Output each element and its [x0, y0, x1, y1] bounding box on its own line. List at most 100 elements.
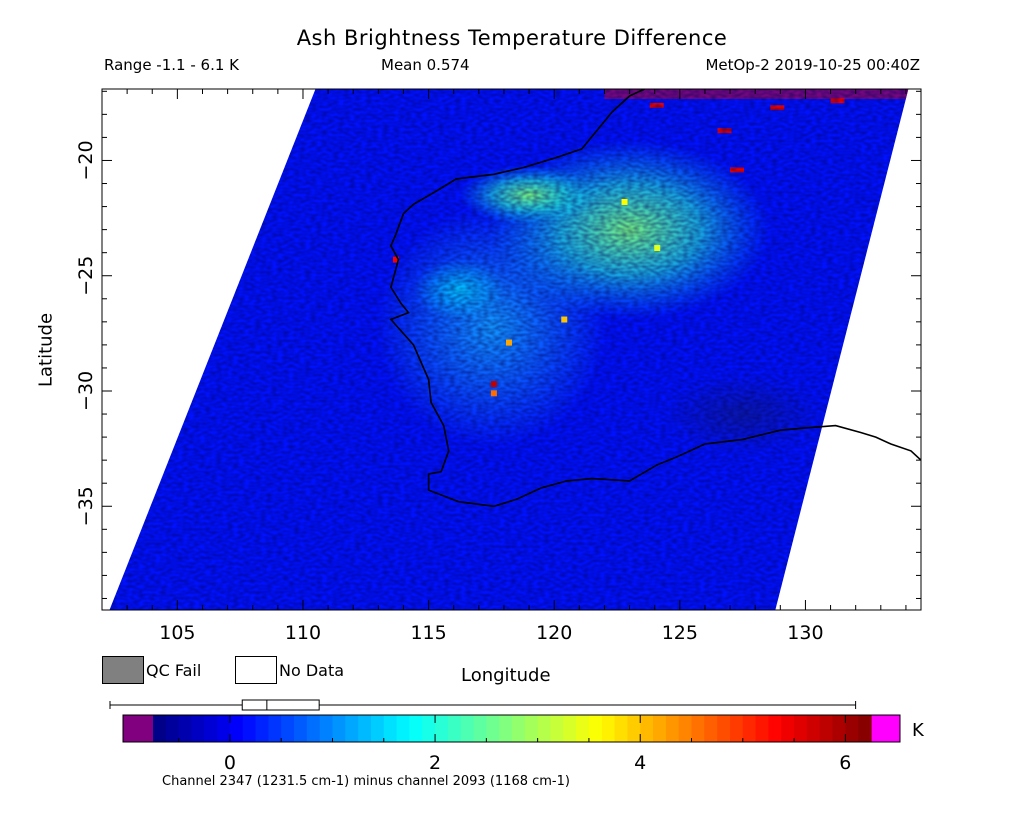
colorbar-boxplot: [109, 699, 857, 711]
y-tick-label-3: −35: [75, 486, 97, 526]
colorbar-bin: [242, 715, 257, 742]
colorbar-bin: [768, 715, 782, 742]
hotspot-3: [505, 339, 512, 346]
colorbar-bin: [601, 715, 616, 742]
colorbar-bin: [178, 715, 193, 742]
colorbar-bin: [742, 715, 757, 742]
colorbar-bin: [370, 715, 385, 742]
colorbar-bin: [165, 715, 180, 742]
colorbar-bin: [819, 715, 834, 742]
channel-footnote: Channel 2347 (1231.5 cm-1) minus channel…: [162, 774, 570, 789]
x-tick-label-3: 120: [536, 622, 572, 644]
colorbar-bin: [845, 715, 859, 742]
colorbar-unit: K: [912, 720, 924, 741]
colorbar-bin: [627, 715, 641, 742]
boxplot-box: [241, 699, 320, 711]
qc-fail-swatch: [102, 656, 144, 684]
colorbar-bin: [358, 715, 372, 742]
y-tick-label-1: −25: [75, 256, 97, 296]
hotspot-5: [621, 198, 628, 205]
chart-title: Ash Brightness Temperature Difference: [296, 26, 728, 50]
plot-frame: [101, 88, 922, 611]
hotspot-0: [392, 256, 399, 263]
colorbar-bin: [832, 715, 846, 742]
colorbar-bin: [806, 715, 821, 742]
colorbar-bin: [678, 715, 693, 742]
colorbar-bin: [781, 715, 795, 742]
x-axis-label: Longitude: [461, 665, 551, 686]
colorbar-bin: [319, 715, 334, 742]
hotspot-6: [654, 245, 661, 252]
colorbar-bin: [550, 715, 564, 742]
x-tick-label-1: 110: [285, 622, 321, 644]
colorbar-bin: [281, 715, 295, 742]
no-data-swatch: [235, 656, 277, 684]
colorbar-bin: [588, 715, 603, 742]
colorbar-overflow: [871, 715, 900, 742]
x-axis: 105 110 115 120 125 130: [126, 89, 907, 644]
y-tick-label-2: −30: [75, 371, 97, 411]
y-axis-label: Latitude: [35, 312, 57, 388]
colorbar-bin: [794, 715, 808, 742]
colorbar-bin: [447, 715, 462, 742]
colorbar-bin: [755, 715, 770, 742]
colorbar-bin: [486, 715, 500, 742]
colorbar-bin: [294, 715, 308, 742]
x-tick-label-5: 130: [787, 622, 823, 644]
mean-text: Mean 0.574: [381, 56, 470, 74]
y-tick-label-0: −20: [75, 140, 97, 180]
colorbar-bin: [422, 715, 436, 742]
colorbar: 0 2 4 6: [109, 699, 901, 774]
y-axis: −20 −25 −30 −35: [75, 90, 921, 599]
colorbar-bin: [537, 715, 552, 742]
colorbar-tick-label-3: 6: [839, 752, 851, 774]
colorbar-bin: [191, 715, 205, 742]
colorbar-bin: [383, 715, 398, 742]
colorbar-bin: [640, 715, 654, 742]
colorbar-underflow: [123, 715, 153, 742]
colorbar-bin: [435, 715, 449, 742]
colorbar-bin: [653, 715, 667, 742]
colorbar-bin: [409, 715, 423, 742]
colorbar-tick-label-0: 0: [224, 752, 236, 774]
colorbar-bin: [499, 715, 513, 742]
colorbar-bin: [153, 715, 167, 742]
colorbar-bin: [665, 715, 680, 742]
colorbar-bin: [229, 715, 244, 742]
hotspot-2: [490, 390, 497, 397]
colorbar-bin: [268, 715, 282, 742]
colorbar-bin: [858, 715, 872, 742]
colorbar-bin: [512, 715, 526, 742]
colorbar-tick-label-1: 2: [429, 752, 441, 774]
colorbar-tick-label-2: 4: [634, 752, 646, 774]
colorbar-bin: [473, 715, 487, 742]
hotspot-4: [561, 316, 568, 323]
colorbar-bin: [217, 715, 231, 742]
colorbar-bin: [345, 715, 359, 742]
no-data-label: No Data: [279, 661, 345, 680]
coastline-north: [402, 89, 646, 215]
colorbar-bin: [563, 715, 577, 742]
x-tick-label-4: 125: [662, 622, 698, 644]
colorbar-bin: [204, 715, 218, 742]
swath-image: [109, 89, 909, 610]
colorbar-bin: [460, 715, 475, 742]
colorbar-bin: [704, 715, 718, 742]
colorbar-bin: [691, 715, 705, 742]
colorbar-bin: [255, 715, 269, 742]
colorbar-bin: [306, 715, 321, 742]
colorbar-bin: [717, 715, 731, 742]
colorbar-bin: [576, 715, 590, 742]
colorbar-bin: [524, 715, 539, 742]
colorbar-bin: [614, 715, 628, 742]
colorbar-bin: [396, 715, 411, 742]
colorbar-bin: [332, 715, 346, 742]
x-tick-label-0: 105: [159, 622, 195, 644]
range-text: Range -1.1 - 6.1 K: [104, 56, 239, 74]
colorbar-bin: [729, 715, 744, 742]
x-tick-label-2: 115: [410, 622, 446, 644]
qc-fail-label: QC Fail: [146, 661, 202, 680]
coastline: [389, 213, 921, 508]
hotspot-1: [490, 381, 497, 388]
